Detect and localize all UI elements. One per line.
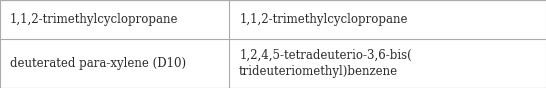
Text: 1,1,2-trimethylcyclopropane: 1,1,2-trimethylcyclopropane — [239, 13, 408, 26]
Text: 1,1,2-trimethylcyclopropane: 1,1,2-trimethylcyclopropane — [10, 13, 179, 26]
Text: 1,2,4,5-tetradeuterio-3,6-bis(
trideuteriomethyl)benzene: 1,2,4,5-tetradeuterio-3,6-bis( trideuter… — [239, 49, 412, 78]
Text: deuterated para-xylene (D10): deuterated para-xylene (D10) — [10, 57, 186, 70]
